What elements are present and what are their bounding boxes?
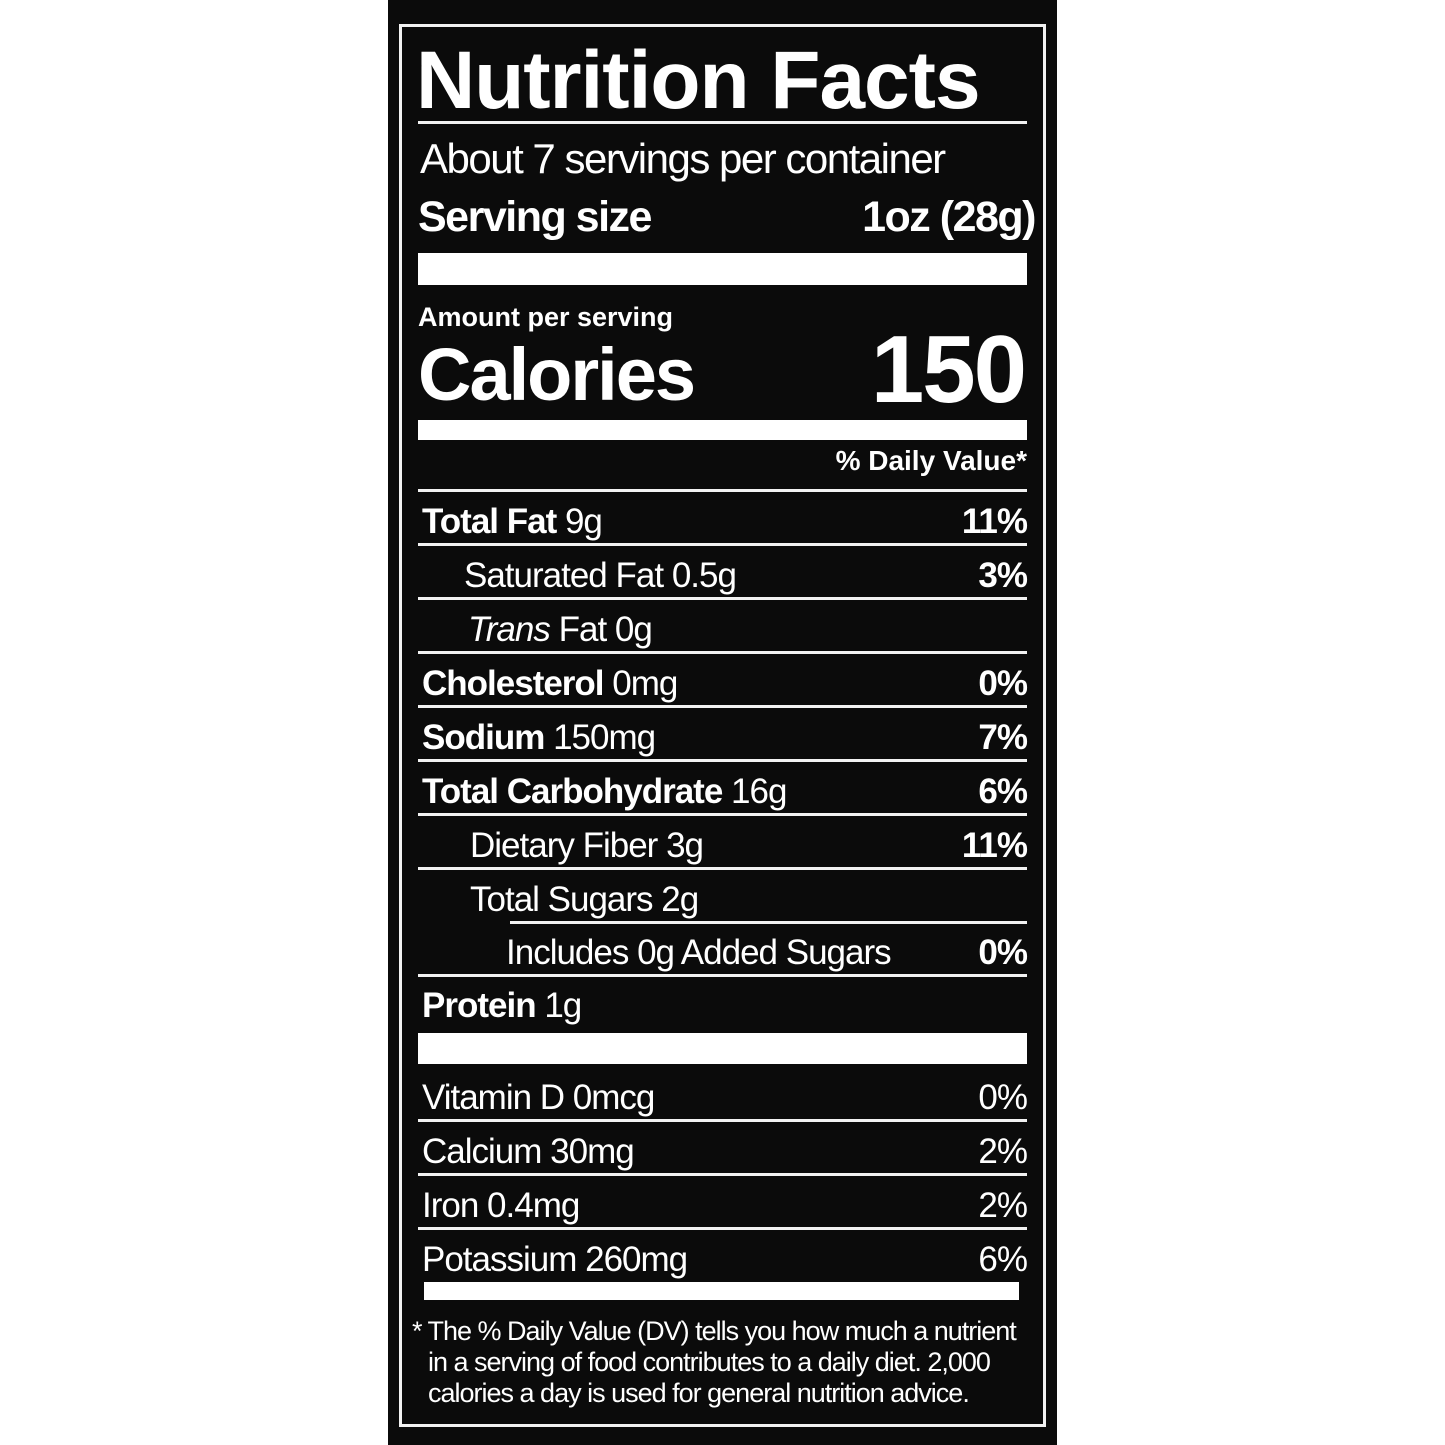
- vitamin-name: Potassium 260mg: [422, 1240, 688, 1279]
- servings-per-container: About 7 servings per container: [420, 135, 946, 182]
- divider: [418, 759, 1027, 762]
- label-title: Nutrition Facts: [416, 35, 981, 126]
- divider: [418, 121, 1027, 124]
- calories-label: Calories: [418, 333, 696, 416]
- nutrient-name: Cholesterol: [422, 664, 605, 703]
- nutrient-dv: 6%: [978, 772, 1028, 811]
- divider: [418, 489, 1027, 492]
- vitamin-row: Calcium 30mg 2%: [418, 1122, 1028, 1176]
- thick-divider: [424, 1282, 1019, 1300]
- divider: [418, 1227, 1027, 1230]
- nutrient-name: Fat: [558, 610, 608, 649]
- nutrient-name-italic: Trans: [468, 610, 551, 649]
- amount-per-serving: Amount per serving: [418, 302, 674, 332]
- vitamin-name: Calcium 30mg: [422, 1132, 635, 1171]
- divider: [418, 1173, 1027, 1176]
- nutrient-amount: 150mg: [553, 718, 656, 757]
- footnote-line: calories a day is used for general nutri…: [428, 1378, 970, 1408]
- nutrient-name: Protein: [422, 986, 537, 1025]
- daily-value-header: % Daily Value*: [835, 445, 1027, 476]
- nutrient-name: Sodium: [422, 718, 545, 757]
- nutrient-row-protein: Protein 1g: [418, 976, 1027, 1030]
- nutrient-name: Total Sugars: [470, 880, 654, 919]
- divider: [418, 651, 1027, 654]
- vitamin-name: Vitamin D 0mcg: [422, 1078, 655, 1117]
- nutrient-amount: 0.5g: [671, 556, 737, 595]
- thick-divider: [418, 1033, 1027, 1064]
- nutrient-dv: 11%: [961, 502, 1028, 541]
- nutrient-row-trans-fat: Trans Fat 0g: [418, 600, 1027, 654]
- nutrient-amount: 2g: [661, 880, 699, 919]
- nutrient-amount: 16g: [731, 772, 787, 811]
- label-frame: [399, 24, 1046, 1427]
- divider: [418, 543, 1027, 546]
- vitamin-dv: 6%: [978, 1240, 1028, 1279]
- thick-divider: [418, 253, 1027, 285]
- nutrient-amount: 0g: [614, 610, 653, 649]
- divider: [418, 705, 1027, 708]
- nutrient-row-dietary-fiber: Dietary Fiber 3g 11%: [418, 816, 1028, 870]
- nutrient-name: Total Fat: [422, 502, 557, 541]
- vitamin-dv: 2%: [978, 1132, 1028, 1171]
- divider: [418, 813, 1027, 816]
- nutrient-row-cholesterol: Cholesterol 0mg 0%: [418, 654, 1028, 708]
- nutrient-row-total-sugars: Total Sugars 2g: [418, 870, 1027, 924]
- nutrient-dv: 11%: [961, 826, 1028, 865]
- nutrient-row-sodium: Sodium 150mg 7%: [418, 708, 1028, 762]
- nutrition-label: [388, 0, 1057, 1445]
- nutrient-amount: 1g: [544, 986, 582, 1025]
- thick-divider: [418, 420, 1027, 440]
- divider: [418, 1119, 1027, 1122]
- nutrient-row-total-fat: Total Fat 9g 11%: [418, 492, 1028, 546]
- nutrient-name: Includes 0g Added Sugars: [506, 933, 892, 972]
- nutrient-dv: 7%: [978, 718, 1028, 757]
- footnote-line: * The % Daily Value (DV) tells you how m…: [412, 1316, 1017, 1346]
- nutrient-dv: 0%: [978, 933, 1028, 972]
- vitamin-dv: 2%: [978, 1186, 1028, 1225]
- nutrient-row-total-carbohydrate: Total Carbohydrate 16g 6%: [418, 762, 1028, 816]
- nutrient-amount: 9g: [564, 502, 603, 541]
- calories-value: 150: [870, 316, 1027, 423]
- footnote-line: in a serving of food contributes to a da…: [428, 1347, 991, 1377]
- divider: [510, 921, 1027, 924]
- vitamin-row: Iron 0.4mg 2%: [418, 1176, 1028, 1230]
- vitamin-name: Iron 0.4mg: [422, 1186, 580, 1225]
- divider: [418, 597, 1027, 600]
- nutrient-name: Dietary Fiber: [470, 826, 658, 865]
- serving-size-value: 1oz (28g): [862, 193, 1036, 241]
- vitamin-row: Potassium 260mg 6%: [418, 1230, 1028, 1284]
- nutrient-amount: 0mg: [612, 664, 678, 703]
- divider: [418, 867, 1027, 870]
- nutrient-name: Total Carbohydrate: [422, 772, 723, 811]
- vitamin-row: Vitamin D 0mcg 0%: [418, 1068, 1028, 1122]
- nutrient-dv: 3%: [978, 556, 1028, 595]
- nutrient-amount: 3g: [666, 826, 704, 865]
- vitamin-dv: 0%: [978, 1078, 1028, 1117]
- nutrient-row-added-sugars: Includes 0g Added Sugars 0%: [418, 923, 1028, 977]
- divider: [418, 974, 1027, 977]
- nutrient-row-saturated-fat: Saturated Fat 0.5g 3%: [418, 546, 1028, 600]
- nutrient-name: Saturated Fat: [464, 556, 664, 595]
- serving-size-label: Serving size: [418, 193, 652, 241]
- nutrient-dv: 0%: [978, 664, 1028, 703]
